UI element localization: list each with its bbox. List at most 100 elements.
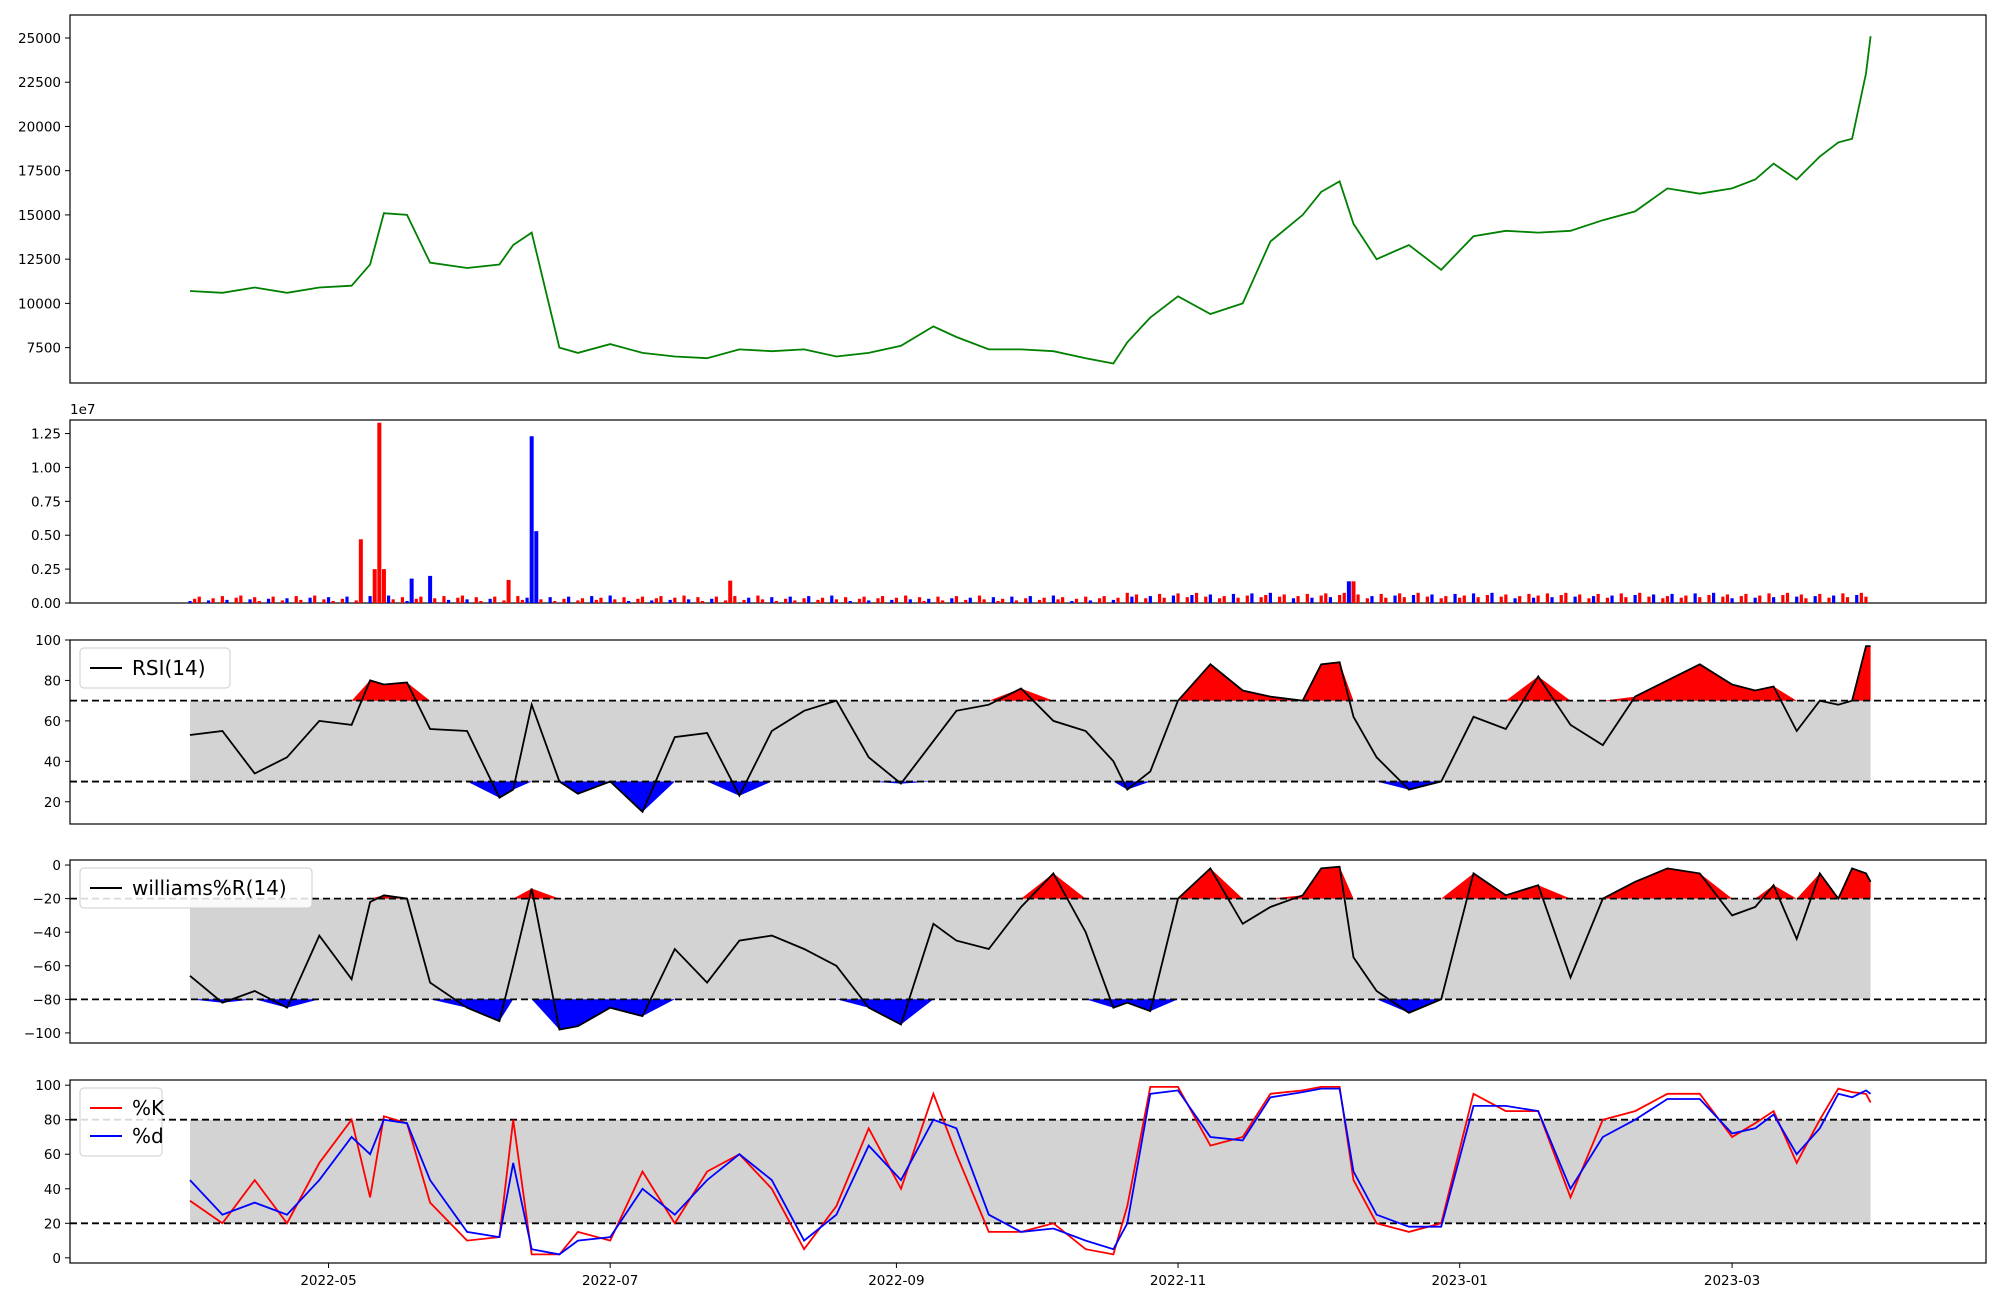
volume-bar-spike: [377, 422, 382, 603]
volume-bar: [405, 600, 409, 603]
volume-ytick-label: 0.75: [31, 494, 61, 510]
price-ytick-label: 7500: [27, 341, 61, 357]
volume-bar: [239, 595, 243, 603]
volume-bar: [1730, 598, 1734, 603]
volume-bar: [456, 597, 460, 603]
volume-bar: [465, 599, 469, 603]
volume-bar: [820, 597, 825, 603]
volume-bar-spike: [534, 531, 539, 603]
volume-bar: [234, 597, 238, 603]
volume-bar: [1370, 596, 1374, 603]
volume-bar: [848, 600, 852, 603]
volume-bar: [1647, 596, 1651, 603]
price-ytick-label: 17500: [18, 164, 61, 180]
stoch-frame: [69, 1079, 1987, 1264]
volume-bar: [1619, 593, 1623, 603]
volume-bar: [1707, 595, 1711, 603]
volume-bar: [904, 595, 908, 603]
rsi-panel: 20 40 60 80 100 RSI(14): [35, 633, 1987, 825]
rsi-ytick-label: 80: [44, 673, 61, 689]
stoch-line-d: [189, 1087, 1872, 1256]
volume-ytick-label: 0.25: [31, 562, 61, 578]
volume-bar: [1056, 599, 1060, 603]
volume-bar: [917, 597, 922, 603]
volume-bar: [747, 597, 751, 603]
volume-bar-spike: [358, 539, 363, 603]
rsi-frame: [69, 639, 1987, 825]
volume-ytick-label: 0.50: [31, 528, 61, 544]
volume-bar: [1545, 593, 1549, 603]
volume-bar: [1638, 592, 1642, 603]
volume-bar: [890, 599, 894, 603]
volume-bar: [1781, 595, 1785, 603]
volume-bar-spike: [529, 436, 534, 603]
volume-bar: [322, 599, 326, 603]
williams-r-panel: 0 −20 −40 −60 −80 −100 williams%R(14): [24, 858, 1987, 1044]
volume-frame: [69, 419, 1987, 604]
volume-bar: [1171, 595, 1176, 603]
volume-bar: [880, 596, 885, 603]
williams-frame: [69, 859, 1987, 1044]
volume-bar: [1818, 593, 1822, 603]
volume-bar: [1767, 593, 1771, 603]
volume-bar: [927, 598, 931, 603]
volume-bar: [650, 600, 654, 603]
volume-bar: [682, 595, 686, 603]
volume-bar: [414, 598, 418, 603]
x-tick-label: 2022-09: [868, 1273, 924, 1289]
volume-bar: [1471, 593, 1476, 603]
williams-legend-label: williams%R(14): [132, 876, 287, 900]
volume-ytick-label: 0.00: [31, 596, 61, 612]
volume-bar-spike: [372, 569, 377, 603]
volume-bar: [1278, 596, 1282, 603]
volume-bar-spike: [1351, 581, 1356, 603]
volume-bar: [867, 600, 871, 603]
volume-bar: [834, 599, 838, 603]
rsi-ytick-label: 60: [44, 714, 61, 730]
volume-bar: [1744, 593, 1748, 603]
volume-bar: [1037, 599, 1042, 603]
volume-bar: [1453, 593, 1457, 603]
volume-bar: [520, 599, 525, 603]
volume-bar: [622, 597, 626, 603]
volume-bar: [386, 595, 391, 603]
price-ytick-label: 22500: [18, 75, 61, 91]
volume-bar: [1144, 598, 1148, 603]
volume-bar: [723, 600, 728, 603]
volume-bar: [1264, 595, 1268, 603]
price-ytick-label: 10000: [18, 296, 61, 312]
volume-bar: [345, 596, 349, 603]
volume-bar: [266, 598, 271, 603]
rsi-legend-label: RSI(14): [132, 656, 206, 680]
volume-bar: [1596, 593, 1600, 603]
stoch-ytick-label: 0: [52, 1251, 61, 1267]
volume-bar: [807, 596, 811, 603]
volume-bar: [220, 596, 224, 603]
volume-bar: [1439, 598, 1443, 603]
volume-bar: [1001, 598, 1005, 603]
volume-bar: [613, 599, 617, 603]
volume-bar: [608, 595, 612, 603]
volume-bar: [977, 595, 982, 603]
volume-bar: [1559, 595, 1563, 603]
volume-bar: [1365, 598, 1369, 603]
volume-bar: [433, 598, 437, 603]
volume-bar: [1425, 596, 1429, 603]
price-frame: [69, 14, 1987, 384]
volume-bar: [894, 597, 899, 603]
volume-bar: [1739, 596, 1743, 603]
volume-bar: [1208, 594, 1212, 603]
volume-bar: [816, 599, 820, 603]
volume-bar: [576, 600, 580, 603]
volume-bar: [525, 597, 529, 603]
volume-bar: [668, 599, 672, 603]
volume-bar: [640, 596, 645, 603]
volume-bar: [1384, 597, 1388, 603]
volume-bar: [1591, 596, 1596, 603]
volume-bar: [1845, 597, 1850, 603]
stochastic-panel: 0 20 40 60 80 100 %K %d: [35, 1078, 1987, 1267]
volume-bar: [760, 599, 765, 603]
stoch-band: [190, 1119, 1871, 1224]
shared-x-axis: 2022-05 2022-07 2022-09 2022-11 2023-01 2023-…: [300, 1263, 1760, 1289]
